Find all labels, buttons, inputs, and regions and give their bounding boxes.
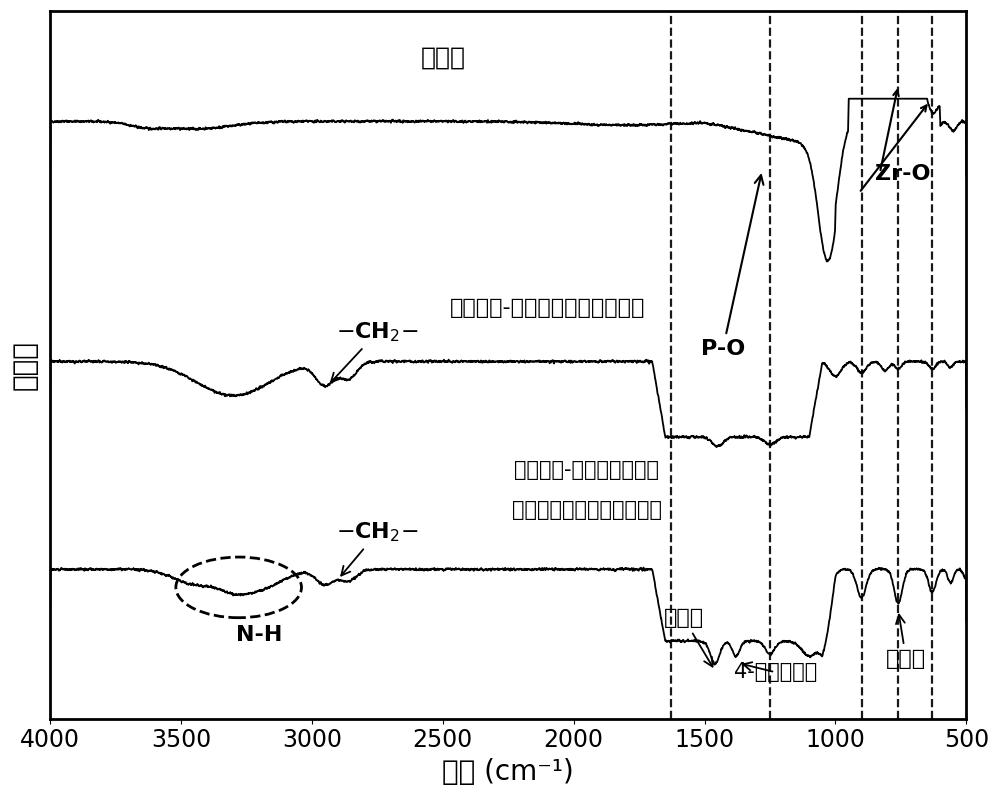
Text: 三嗪环: 三嗪环 [886, 614, 926, 669]
Text: 磷酸锆: 磷酸锆 [420, 46, 465, 70]
Text: P-O: P-O [701, 175, 763, 359]
Y-axis label: 透过率: 透过率 [11, 340, 39, 390]
Text: $-$CH$_2$$-$: $-$CH$_2$$-$ [336, 520, 419, 575]
Text: 共聚型氮-磷大分子膨胀型: 共聚型氮-磷大分子膨胀型 [514, 460, 659, 480]
Text: 三嗪环: 三嗪环 [664, 608, 713, 666]
Text: 4-取代哌啶环: 4-取代哌啶环 [734, 662, 817, 682]
Text: 共聚型氮-磷大分子膨胀型阻燃剂: 共聚型氮-磷大分子膨胀型阻燃剂 [450, 298, 645, 318]
Text: 阻燃剂修饰层状纳米磷酸锆: 阻燃剂修饰层状纳米磷酸锆 [512, 501, 662, 520]
Text: $-$CH$_2$$-$: $-$CH$_2$$-$ [331, 320, 419, 383]
Text: Zr-O: Zr-O [875, 163, 930, 183]
X-axis label: 波长 (cm⁻¹): 波长 (cm⁻¹) [442, 758, 574, 786]
Text: N-H: N-H [236, 626, 283, 646]
